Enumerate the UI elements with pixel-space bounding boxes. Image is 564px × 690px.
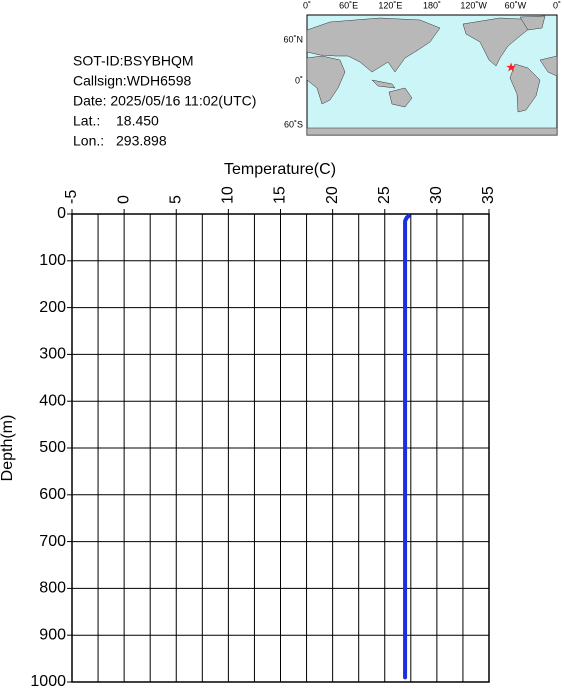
y-tick-label: 600 — [39, 486, 66, 503]
map-lon-label: 180˚ — [423, 0, 441, 10]
x-tick-label: 30 — [428, 186, 445, 204]
callsign: Callsign:WDH6598 — [73, 73, 191, 89]
location-marker — [506, 62, 516, 72]
y-tick-label: 0 — [57, 205, 66, 222]
x-tick-label: 35 — [480, 186, 497, 204]
land — [306, 15, 558, 136]
y-tick-label: 800 — [39, 580, 66, 597]
x-axis-label: Temperature(C) — [224, 161, 336, 178]
map-lat-label: 60˚S — [284, 119, 303, 129]
x-tick-label: 15 — [272, 186, 289, 204]
lon: 293.898 — [116, 133, 167, 149]
y-tick-label: 300 — [39, 346, 66, 363]
y-tick-label: 200 — [39, 299, 66, 316]
map-lon-label: 60˚W — [505, 0, 527, 10]
sot-id: SOT-ID:BSYBHQM — [73, 53, 194, 69]
y-tick-label: 900 — [39, 626, 66, 643]
profile-line — [403, 213, 411, 680]
lon-caption: Lon.: — [73, 133, 104, 149]
y-tick-label: 500 — [39, 439, 66, 456]
lat: 18.450 — [116, 113, 159, 129]
map-lon-label: 120˚E — [378, 0, 402, 10]
map-lon-label: 60˚E — [339, 0, 358, 10]
map-lon-label: 0˚ — [303, 0, 311, 10]
map-lat-label: 60˚N — [283, 34, 303, 44]
map-lon-label: 120˚W — [460, 0, 487, 10]
x-tick-label: -5 — [63, 190, 80, 204]
date: Date: 2025/05/16 11:02(UTC) — [73, 93, 256, 109]
x-tick-label: 25 — [376, 186, 393, 204]
lat-caption: Lat.: — [73, 113, 100, 129]
y-axis-label: Depth(m) — [0, 415, 16, 482]
map-lon-label: 0˚ — [553, 0, 561, 10]
x-tick-label: 0 — [115, 195, 132, 204]
x-tick-label: 10 — [220, 186, 237, 204]
x-tick-label: 20 — [324, 186, 341, 204]
y-tick-label: 1000 — [30, 673, 66, 690]
map: 0˚ 60˚E 120˚E 180˚ 120˚W 60˚W 0˚ 60˚N 0˚ 60˚S — [283, 0, 561, 136]
map-lat-label: 0˚ — [295, 75, 303, 85]
x-tick-label: 5 — [167, 195, 184, 204]
y-tick-label: 100 — [39, 252, 66, 269]
y-tick-label: 400 — [39, 392, 66, 409]
y-tick-label: 700 — [39, 533, 66, 550]
